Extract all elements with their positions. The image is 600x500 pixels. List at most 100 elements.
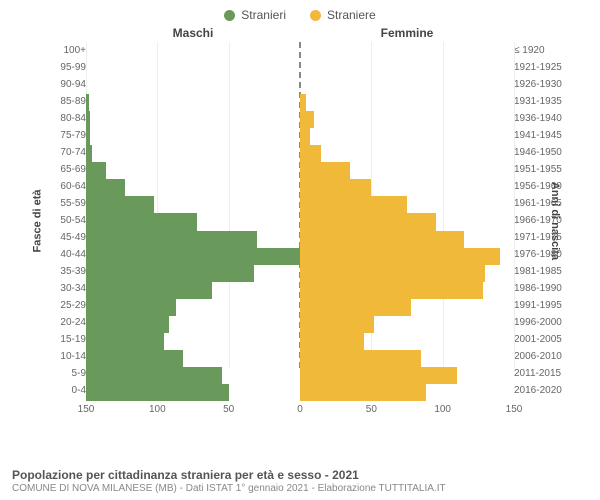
female-bar: [300, 162, 350, 179]
footer-title: Popolazione per cittadinanza straniera p…: [12, 468, 588, 482]
female-bar: [300, 282, 483, 299]
legend: Stranieri Straniere: [0, 0, 600, 26]
age-label: 10-14: [12, 352, 86, 362]
female-side-title: Femmine: [300, 26, 514, 40]
male-bar: [86, 299, 176, 316]
birth-label: 1961-1965: [514, 199, 588, 209]
bar-row: [86, 127, 514, 144]
male-bar: [86, 145, 92, 162]
legend-label-male: Stranieri: [241, 8, 286, 22]
bar-row: [86, 93, 514, 110]
x-tick: 100: [434, 404, 451, 415]
age-label: 30-34: [12, 284, 86, 294]
female-bar: [300, 299, 411, 316]
female-bar: [300, 367, 457, 384]
birth-label: ≤ 1920: [514, 46, 588, 56]
age-label: 85-89: [12, 97, 86, 107]
male-bar: [86, 213, 197, 230]
bar-row: [86, 383, 514, 400]
birth-label: 2016-2020: [514, 386, 588, 396]
birth-label: 2011-2015: [514, 369, 588, 379]
bar-row: [86, 298, 514, 315]
age-label: 40-44: [12, 250, 86, 260]
bars-area: [86, 42, 514, 400]
birth-label: 1936-1940: [514, 114, 588, 124]
age-label: 50-54: [12, 216, 86, 226]
footer-subtitle: COMUNE DI NOVA MILANESE (MB) - Dati ISTA…: [12, 483, 588, 494]
bar-row: [86, 230, 514, 247]
female-bar: [300, 145, 321, 162]
footer: Popolazione per cittadinanza straniera p…: [12, 468, 588, 494]
male-bar: [86, 316, 169, 333]
male-bar: [86, 350, 183, 367]
x-tick: 150: [506, 404, 523, 415]
female-bar: [300, 384, 426, 401]
age-label: 35-39: [12, 267, 86, 277]
birth-label: 1921-1925: [514, 63, 588, 73]
male-bar: [86, 333, 164, 350]
male-bar: [86, 384, 229, 401]
birth-label: 1951-1955: [514, 165, 588, 175]
birth-label: 1926-1930: [514, 80, 588, 90]
legend-swatch-female: [310, 10, 321, 21]
legend-swatch-male: [224, 10, 235, 21]
male-bar: [86, 94, 89, 111]
bar-row: [86, 264, 514, 281]
age-label: 75-79: [12, 131, 86, 141]
bar-row: [86, 366, 514, 383]
age-label: 15-19: [12, 335, 86, 345]
legend-label-female: Straniere: [327, 8, 376, 22]
age-label: 25-29: [12, 301, 86, 311]
male-bar: [86, 111, 90, 128]
male-bar: [86, 128, 90, 145]
birth-label: 1966-1970: [514, 216, 588, 226]
age-label: 55-59: [12, 199, 86, 209]
male-bar: [86, 248, 300, 265]
male-bar: [86, 179, 125, 196]
bar-row: [86, 59, 514, 76]
bar-row: [86, 315, 514, 332]
female-bar: [300, 111, 314, 128]
age-label: 90-94: [12, 80, 86, 90]
birth-label: 1996-2000: [514, 318, 588, 328]
bar-row: [86, 178, 514, 195]
female-bar: [300, 94, 306, 111]
bar-row: [86, 110, 514, 127]
bar-row: [86, 161, 514, 178]
age-label: 0-4: [12, 386, 86, 396]
male-bar: [86, 196, 154, 213]
age-label: 100+: [12, 46, 86, 56]
chart: Fasce di età 100+95-9990-9485-8980-8475-…: [12, 42, 588, 432]
x-tick: 50: [223, 404, 234, 415]
age-label: 45-49: [12, 233, 86, 243]
birth-label: 1946-1950: [514, 148, 588, 158]
birth-label: 1981-1985: [514, 267, 588, 277]
age-label: 20-24: [12, 318, 86, 328]
female-bar: [300, 196, 407, 213]
x-tick: 50: [366, 404, 377, 415]
y-axis-left: Fasce di età 100+95-9990-9485-8980-8475-…: [12, 42, 86, 400]
bar-row: [86, 76, 514, 93]
birth-label: 1986-1990: [514, 284, 588, 294]
bar-row: [86, 349, 514, 366]
x-tick: 100: [149, 404, 166, 415]
male-bar: [86, 231, 257, 248]
male-bar: [86, 162, 106, 179]
female-bar: [300, 248, 500, 265]
male-side-title: Maschi: [86, 26, 300, 40]
age-label: 65-69: [12, 165, 86, 175]
birth-label: 1956-1960: [514, 182, 588, 192]
x-tick: 0: [297, 404, 303, 415]
male-bar: [86, 367, 222, 384]
female-bar: [300, 316, 374, 333]
age-label: 95-99: [12, 63, 86, 73]
female-bar: [300, 179, 371, 196]
female-bar: [300, 213, 436, 230]
birth-label: 2006-2010: [514, 352, 588, 362]
legend-item-female: Straniere: [310, 8, 376, 22]
age-label: 80-84: [12, 114, 86, 124]
x-axis: 15010050050100150: [86, 400, 514, 432]
legend-item-male: Stranieri: [224, 8, 286, 22]
birth-label: 1976-1980: [514, 250, 588, 260]
age-label: 70-74: [12, 148, 86, 158]
